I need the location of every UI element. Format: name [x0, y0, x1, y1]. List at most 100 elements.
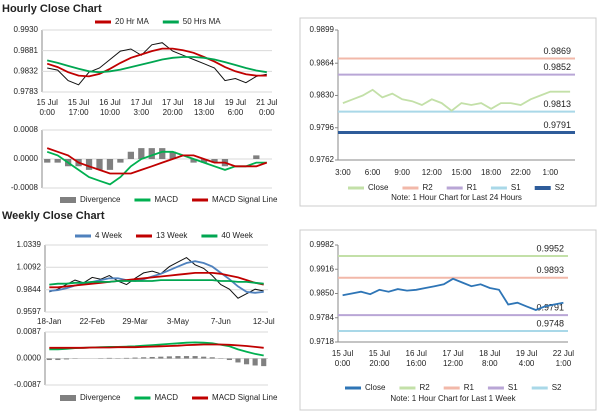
x-tick-label: 15 Jul 17:00 [68, 98, 90, 117]
y-tick-label: 0.9762 [310, 155, 335, 164]
legend-label: 40 Week [221, 231, 253, 240]
bar [190, 159, 197, 163]
y-tick-label: 0.9844 [17, 285, 42, 294]
bar [149, 356, 155, 359]
bar [96, 159, 103, 170]
bar [243, 358, 250, 365]
series-line [49, 272, 264, 289]
x-tick-label: 9:00 [394, 168, 410, 177]
x-tick-label: 19 Jul 6:00 [225, 98, 247, 117]
legend-label: Close [365, 383, 386, 392]
x-tick-label: 22 Jul 1:00 [553, 349, 575, 368]
y-tick-label: 0.9916 [310, 264, 335, 273]
x-tick-label: 16 Jul 16:00 [406, 349, 428, 368]
panel-frame [299, 229, 597, 411]
bar [63, 358, 70, 360]
level-label: 0.9748 [536, 318, 564, 328]
bar [159, 148, 166, 159]
bar [200, 159, 208, 163]
bar [132, 357, 138, 359]
legend-label: MACD Signal Line [212, 393, 278, 402]
bar [235, 358, 241, 363]
y-tick-label: 1.0339 [17, 240, 42, 249]
legend-label: 20 Hr MA [115, 17, 149, 26]
x-tick-label: 6:00 [365, 168, 381, 177]
legend-label: R1 [464, 383, 475, 392]
x-tick-label: 17 Jul 12:00 [442, 349, 464, 368]
legend-label: S1 [508, 383, 518, 392]
x-tick-label: 7-Jun [211, 317, 231, 326]
x-tick-label: 21 Jul 0:00 [256, 98, 278, 117]
legend-label: R2 [422, 183, 433, 192]
y-tick-label: 0.9830 [310, 91, 335, 100]
legend-label: S1 [511, 183, 521, 192]
y-tick-label: 0.9899 [310, 25, 335, 34]
legend-label: 13 Week [156, 231, 188, 240]
y-tick-label: 0.9832 [14, 66, 39, 75]
x-tick-label: 1:00 [543, 168, 559, 177]
bar [261, 358, 267, 367]
x-tick-label: 15 Jul 0:00 [332, 349, 354, 368]
x-tick-label: 15 Jul 0:00 [37, 98, 59, 117]
x-tick-label: 15 Jul 20:00 [369, 349, 391, 368]
bar [54, 159, 61, 163]
x-tick-label: 18:00 [481, 168, 502, 177]
y-tick-label: 0.0087 [17, 327, 42, 336]
series-line [46, 150, 267, 186]
bar [192, 356, 198, 359]
bar [183, 356, 190, 359]
y-tick-label: 0.0000 [14, 154, 39, 163]
level-label: 0.9813 [543, 99, 571, 109]
series-line [49, 343, 264, 349]
chart-note: Note: 1 Hour Chart for Last 24 Hours [391, 193, 522, 202]
bar [158, 356, 164, 359]
legend-label: Close [368, 183, 389, 192]
legend-label: 4 Week [95, 231, 123, 240]
level-label: 0.9791 [543, 120, 571, 130]
legend-label: Divergence [80, 393, 121, 402]
x-tick-label: 22:00 [511, 168, 532, 177]
legend-swatch [60, 395, 76, 401]
x-tick-label: 29-Mar [122, 317, 148, 326]
panel-frame [299, 17, 597, 207]
series-line [342, 277, 564, 311]
legend-label: MACD Signal Line [212, 195, 278, 204]
series-line [47, 42, 267, 86]
y-tick-label: 0.9796 [310, 123, 335, 132]
x-tick-label: 12:00 [422, 168, 443, 177]
legend-label: MACD [154, 393, 178, 402]
level-label: 0.9893 [536, 265, 564, 275]
bar [106, 159, 114, 170]
bar [201, 356, 207, 359]
bar [106, 357, 112, 359]
x-tick-label: 18 Jul 13:00 [193, 98, 215, 117]
y-tick-label: 0.9783 [14, 87, 39, 96]
y-tick-label: -0.0008 [11, 183, 39, 192]
y-tick-label: 0.0000 [17, 354, 42, 363]
y-tick-label: -0.0087 [14, 380, 42, 389]
bar [44, 159, 51, 163]
series-line [49, 257, 264, 299]
y-tick-label: 0.0008 [14, 125, 39, 134]
x-tick-label: 22-Feb [79, 317, 105, 326]
series-line [46, 47, 267, 78]
series-line [46, 147, 268, 175]
legend-label: S2 [552, 383, 562, 392]
bar [138, 148, 145, 159]
section-title: Weekly Close Chart [2, 210, 105, 222]
legend-label: R1 [467, 183, 478, 192]
x-tick-label: 12-Jul [253, 317, 275, 326]
legend-label: Divergence [80, 195, 121, 204]
legend-label: MACD [154, 195, 178, 204]
bar [123, 357, 130, 359]
section-title: Hourly Close Chart [2, 3, 102, 15]
x-tick-label: 16 Jul 10:00 [99, 98, 121, 117]
bar [226, 358, 232, 361]
x-tick-label: 15:00 [451, 168, 472, 177]
bar [148, 148, 155, 159]
bar [209, 357, 215, 359]
x-tick-label: 3-May [167, 317, 189, 326]
legend-label: R2 [419, 383, 430, 392]
bar [141, 357, 147, 359]
